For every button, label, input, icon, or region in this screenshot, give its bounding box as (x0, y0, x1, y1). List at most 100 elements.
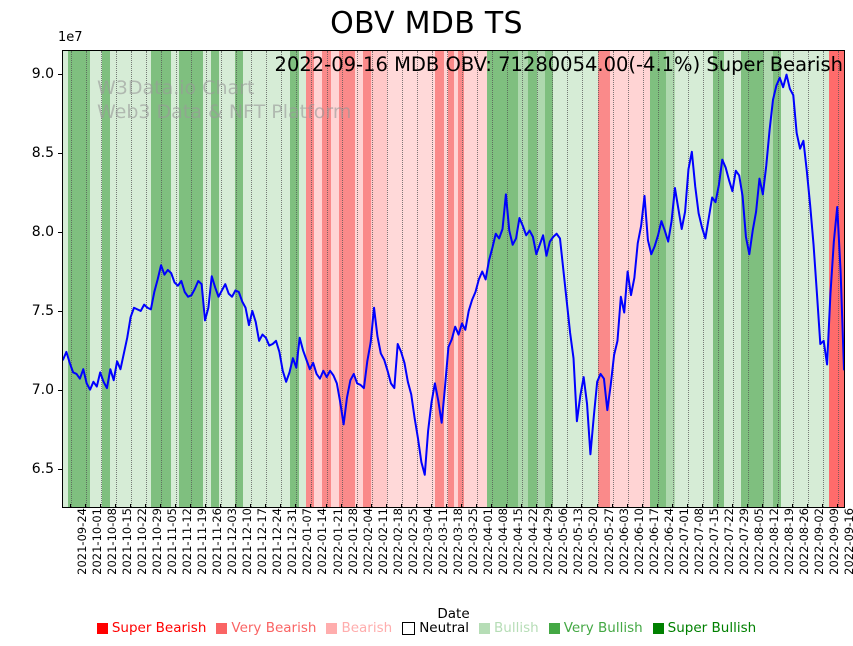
x-axis-tick-mark (445, 504, 447, 508)
x-axis-tick-mark (566, 504, 568, 508)
x-axis-tick-label: 2022-06-24 (661, 508, 676, 575)
sentiment-band (772, 51, 782, 507)
x-axis-tick-label: 2022-06-10 (631, 508, 646, 575)
y-axis-tick-label: 8.0 (31, 223, 54, 240)
x-axis-tick-mark (536, 504, 538, 508)
sentiment-band (443, 51, 449, 507)
sentiment-band (486, 51, 519, 507)
sentiment-band (290, 51, 299, 507)
x-axis-tick-label: 2021-12-31 (285, 508, 300, 575)
x-axis-tick-label: 2022-05-06 (556, 508, 571, 575)
x-axis-tick-label: 2021-11-12 (179, 508, 194, 575)
legend-label: Bullish (494, 620, 539, 636)
sentiment-band (434, 51, 444, 507)
x-axis-tick-label: 2022-03-25 (466, 508, 481, 575)
x-axis-tick-label: 2021-10-15 (119, 508, 134, 575)
y-axis-tick-mark (58, 310, 62, 312)
legend-label: Super Bearish (111, 620, 207, 636)
x-axis-tick-mark (581, 504, 583, 508)
sentiment-band (724, 51, 741, 507)
x-axis-tick-mark (295, 504, 297, 508)
x-axis-tick-label: 2022-02-18 (390, 508, 405, 575)
sentiment-band (338, 51, 356, 507)
x-axis-tick-label: 2022-09-09 (827, 508, 842, 575)
x-axis-tick-mark (476, 504, 478, 508)
legend-item[interactable]: Super Bullish (652, 620, 756, 636)
legend-item[interactable]: Bearish (326, 620, 392, 636)
sentiment-band (536, 51, 545, 507)
x-axis-label: Date (437, 606, 470, 622)
sentiment-band (453, 51, 459, 507)
x-axis-tick-mark (807, 504, 809, 508)
x-axis-tick-mark (69, 504, 71, 508)
x-axis-tick-label: 2022-07-29 (737, 508, 752, 575)
x-axis-tick-label: 2022-07-08 (691, 508, 706, 575)
legend-swatch-icon (479, 622, 491, 634)
sentiment-band (781, 51, 830, 507)
legend: Super Bearish Very Bearish Bearish Neutral B… (0, 620, 853, 636)
y-axis-tick-mark (58, 389, 62, 391)
x-axis-tick-mark (837, 504, 839, 508)
legend-item[interactable]: Bullish (479, 620, 539, 636)
x-axis-tick-mark (656, 504, 658, 508)
x-axis-tick-label: 2022-04-08 (496, 508, 511, 575)
x-axis-tick-mark (400, 504, 402, 508)
x-axis-tick-mark (84, 504, 86, 508)
y-axis-tick-mark (58, 231, 62, 233)
x-axis-tick-mark (129, 504, 131, 508)
x-axis-tick-mark (626, 504, 628, 508)
x-axis-tick-label: 2022-08-12 (767, 508, 782, 575)
sentiment-band (666, 51, 676, 507)
x-axis-tick-label: 2021-11-05 (164, 508, 179, 575)
x-axis-tick-label: 2022-04-15 (511, 508, 526, 575)
x-axis-tick-mark (701, 504, 703, 508)
page-title: OBV MDB TS (330, 6, 523, 41)
legend-swatch-icon (652, 622, 664, 634)
watermark-line-1: W3Data.io Chart (97, 77, 255, 99)
x-axis-tick-mark (671, 504, 673, 508)
x-axis-tick-label: 2021-12-24 (270, 508, 285, 575)
x-axis-tick-label: 2022-02-04 (360, 508, 375, 575)
sentiment-band (102, 51, 111, 507)
x-axis-tick-mark (506, 504, 508, 508)
x-axis-tick-label: 2022-03-04 (420, 508, 435, 575)
x-axis-tick-mark (205, 504, 207, 508)
x-axis-tick-label: 2022-05-13 (571, 508, 586, 575)
x-axis-ticks: 2021-09-24 2021-10-01 2021-10-08 2021-10-15… (62, 504, 853, 608)
x-axis-tick-label: 2022-05-20 (586, 508, 601, 575)
x-axis-tick-mark (641, 504, 643, 508)
x-axis-tick-mark (686, 504, 688, 508)
sentiment-band (355, 51, 363, 507)
x-axis-tick-label: 2022-08-05 (752, 508, 767, 575)
x-axis-tick-mark (280, 504, 282, 508)
sentiment-band (234, 51, 243, 507)
sentiment-band (553, 51, 599, 507)
legend-item[interactable]: Very Bearish (216, 620, 316, 636)
x-axis-tick-mark (491, 504, 493, 508)
y-axis-tick-label: 8.5 (31, 144, 54, 161)
x-axis-tick-label: 2022-01-21 (330, 508, 345, 575)
y-axis-tick-label: 7.5 (31, 302, 54, 319)
legend-swatch-icon (96, 622, 108, 634)
y-axis-exponent: 1e7 (58, 30, 83, 45)
x-axis-tick-mark (611, 504, 613, 508)
y-axis-tick-mark (58, 152, 62, 154)
legend-item[interactable]: Very Bullish (548, 620, 643, 636)
legend-item[interactable]: Neutral (402, 620, 469, 636)
legend-label: Very Bearish (231, 620, 317, 636)
x-axis-tick-label: 2022-06-03 (616, 508, 631, 575)
x-axis-tick-label: 2021-10-01 (89, 508, 104, 575)
x-axis-tick-label: 2022-04-29 (541, 508, 556, 575)
x-axis-tick-label: 2021-12-10 (240, 508, 255, 575)
x-axis-tick-mark (174, 504, 176, 508)
x-axis-tick-mark (747, 504, 749, 508)
legend-item[interactable]: Super Bearish (96, 620, 207, 636)
x-axis-tick-mark (430, 504, 432, 508)
x-axis-tick-label: 2022-08-19 (782, 508, 797, 575)
x-axis-tick-label: 2022-01-07 (300, 508, 315, 575)
sentiment-band-layer (63, 51, 844, 507)
sentiment-band (171, 51, 179, 507)
x-axis-tick-mark (370, 504, 372, 508)
x-axis-tick-label: 2022-05-27 (601, 508, 616, 575)
